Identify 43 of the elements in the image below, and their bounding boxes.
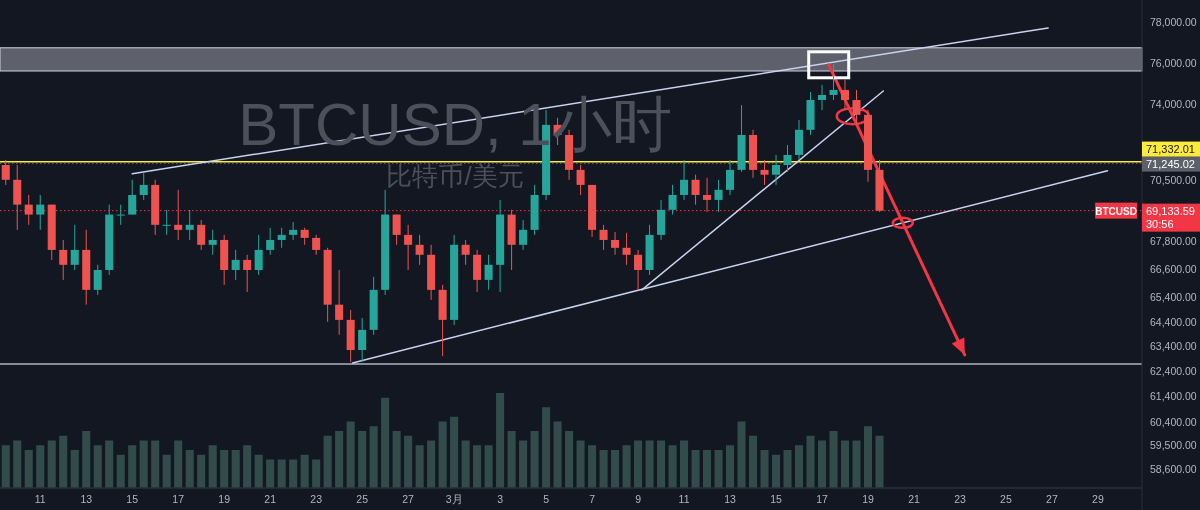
- ref-line-label: 71,332.01: [1146, 142, 1195, 155]
- y-tick-label: 76,000.00: [1150, 56, 1197, 69]
- x-tick-label: 25: [356, 493, 369, 505]
- text: 比特币/美元: [386, 161, 524, 191]
- x-tick-label: 11: [678, 493, 690, 505]
- y-tick-label: 67,800.00: [1150, 235, 1197, 248]
- y-tick-label: 63,400.00: [1150, 340, 1197, 353]
- x-tick-label: 23: [954, 493, 966, 505]
- x-tick-label: 3月: [445, 493, 463, 505]
- x-tick-label: 17: [816, 493, 829, 505]
- y-tick-label: 60,400.00: [1150, 415, 1197, 428]
- y-tick-label: 64,400.00: [1150, 315, 1197, 328]
- y-tick-label: 78,000.00: [1150, 15, 1197, 28]
- x-tick-label: 19: [862, 493, 874, 505]
- x-tick-label: 11: [34, 493, 46, 505]
- x-tick-label: 13: [724, 493, 737, 505]
- x-tick-label: 13: [80, 493, 93, 505]
- y-tick-label: 66,600.00: [1150, 263, 1197, 276]
- x-tick-label: 9: [635, 493, 642, 505]
- x-tick-label: 15: [770, 493, 783, 505]
- x-tick-label: 19: [218, 493, 231, 505]
- x-tick-label: 27: [1046, 493, 1058, 505]
- x-tick-label: 3: [497, 493, 504, 505]
- y-tick-label: 61,400.00: [1150, 390, 1197, 403]
- y-tick-label: 62,400.00: [1150, 364, 1197, 377]
- y-tick-label: 74,000.00: [1150, 98, 1197, 111]
- y-tick-label: 58,600.00: [1150, 463, 1197, 476]
- x-tick-label: 29: [1092, 493, 1104, 505]
- x-tick-label: 25: [1000, 493, 1012, 505]
- x-tick-label: 15: [126, 493, 139, 505]
- x-tick-label: 17: [172, 493, 185, 505]
- x-tick-label: 21: [264, 493, 277, 505]
- y-tick-label: 65,400.00: [1150, 291, 1197, 304]
- x-tick-label: 27: [402, 493, 415, 505]
- y-tick-label: 70,500.00: [1150, 174, 1197, 187]
- y-tick-label: 59,500.00: [1150, 439, 1197, 452]
- annotation: BTCUSD: [1095, 205, 1137, 217]
- ref-line-label: 69,133.59 30:56: [1146, 204, 1195, 230]
- ref-line-label: 71,245.02: [1146, 157, 1195, 170]
- x-tick-label: 23: [310, 493, 323, 505]
- x-tick-label: 7: [589, 493, 596, 505]
- x-tick-label: 5: [543, 493, 550, 505]
- x-tick-label: 21: [908, 493, 920, 505]
